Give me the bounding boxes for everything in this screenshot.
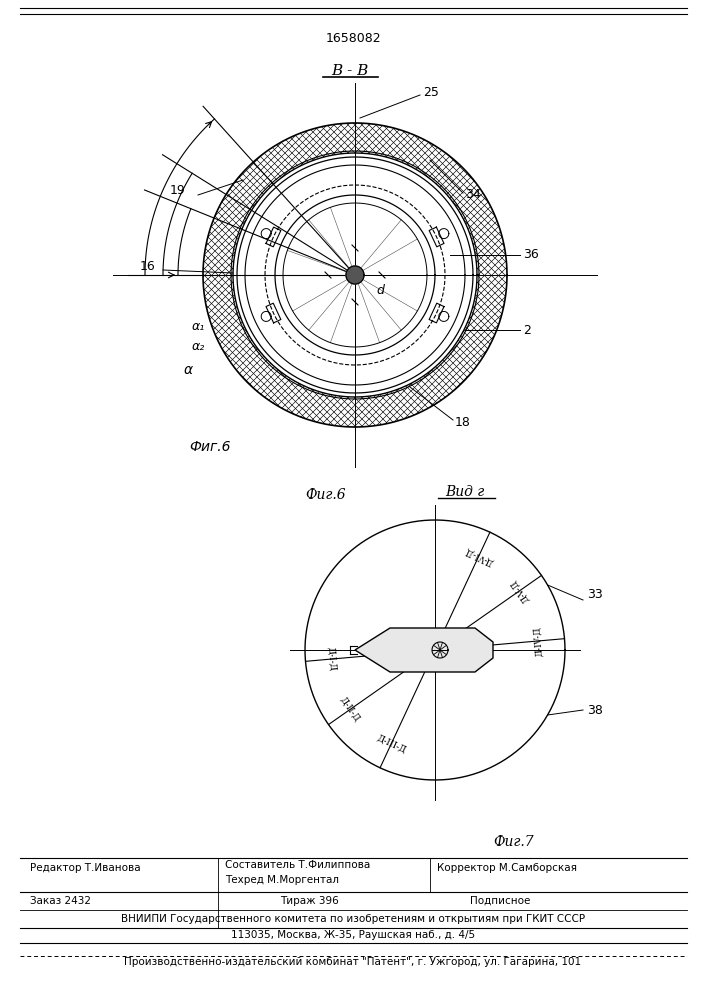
Text: 2: 2 xyxy=(523,324,531,336)
Text: Фиг.6: Фиг.6 xyxy=(189,440,230,454)
Text: d: d xyxy=(376,284,384,296)
Text: Фиг.6: Фиг.6 xyxy=(305,488,346,502)
Text: 16: 16 xyxy=(140,260,156,273)
Text: Производственно-издательский комбинат "Патент", г. Ужгород, ул. Гагарина, 101: Производственно-издательский комбинат "П… xyxy=(124,957,582,967)
Polygon shape xyxy=(355,628,493,672)
Text: 19: 19 xyxy=(170,184,186,196)
Text: Д-VI-Д: Д-VI-Д xyxy=(463,545,495,566)
Text: Техред М.Моргентал: Техред М.Моргентал xyxy=(225,875,339,885)
Text: 113035, Москва, Ж-35, Раушская наб., д. 4/5: 113035, Москва, Ж-35, Раушская наб., д. … xyxy=(231,930,475,940)
Text: Тираж 396: Тираж 396 xyxy=(280,896,339,906)
Text: 18: 18 xyxy=(455,416,471,428)
Text: 34: 34 xyxy=(465,188,481,202)
Text: Д-V-Д: Д-V-Д xyxy=(509,577,531,603)
Text: Заказ 2432: Заказ 2432 xyxy=(30,896,91,906)
Text: 1658082: 1658082 xyxy=(325,31,381,44)
Text: ВНИИПИ Государственного комитета по изобретениям и открытиям при ГКИТ СССР: ВНИИПИ Государственного комитета по изоб… xyxy=(121,914,585,924)
Text: Д-IV-Д: Д-IV-Д xyxy=(533,626,544,656)
Text: 38: 38 xyxy=(587,704,603,716)
Text: Подписное: Подписное xyxy=(470,896,530,906)
Text: 36: 36 xyxy=(523,248,539,261)
Text: Вид г: Вид г xyxy=(445,485,484,499)
Text: α: α xyxy=(183,363,192,377)
Text: Д-II-Д: Д-II-Д xyxy=(338,696,361,724)
Polygon shape xyxy=(346,266,364,284)
Text: Составитель Т.Филиппова: Составитель Т.Филиппова xyxy=(225,860,370,870)
Text: Корректор М.Самборская: Корректор М.Самборская xyxy=(437,863,577,873)
Text: Д-III-Д: Д-III-Д xyxy=(375,733,407,755)
Text: 33: 33 xyxy=(587,588,603,601)
Text: α₁: α₁ xyxy=(192,320,204,334)
Text: Д-I-Д: Д-I-Д xyxy=(326,647,337,672)
Text: Фиг.7: Фиг.7 xyxy=(493,835,534,849)
Text: Редактор Т.Иванова: Редактор Т.Иванова xyxy=(30,863,141,873)
Text: α₂: α₂ xyxy=(192,340,204,354)
Text: В - В: В - В xyxy=(332,64,368,78)
Text: 25: 25 xyxy=(423,87,439,100)
